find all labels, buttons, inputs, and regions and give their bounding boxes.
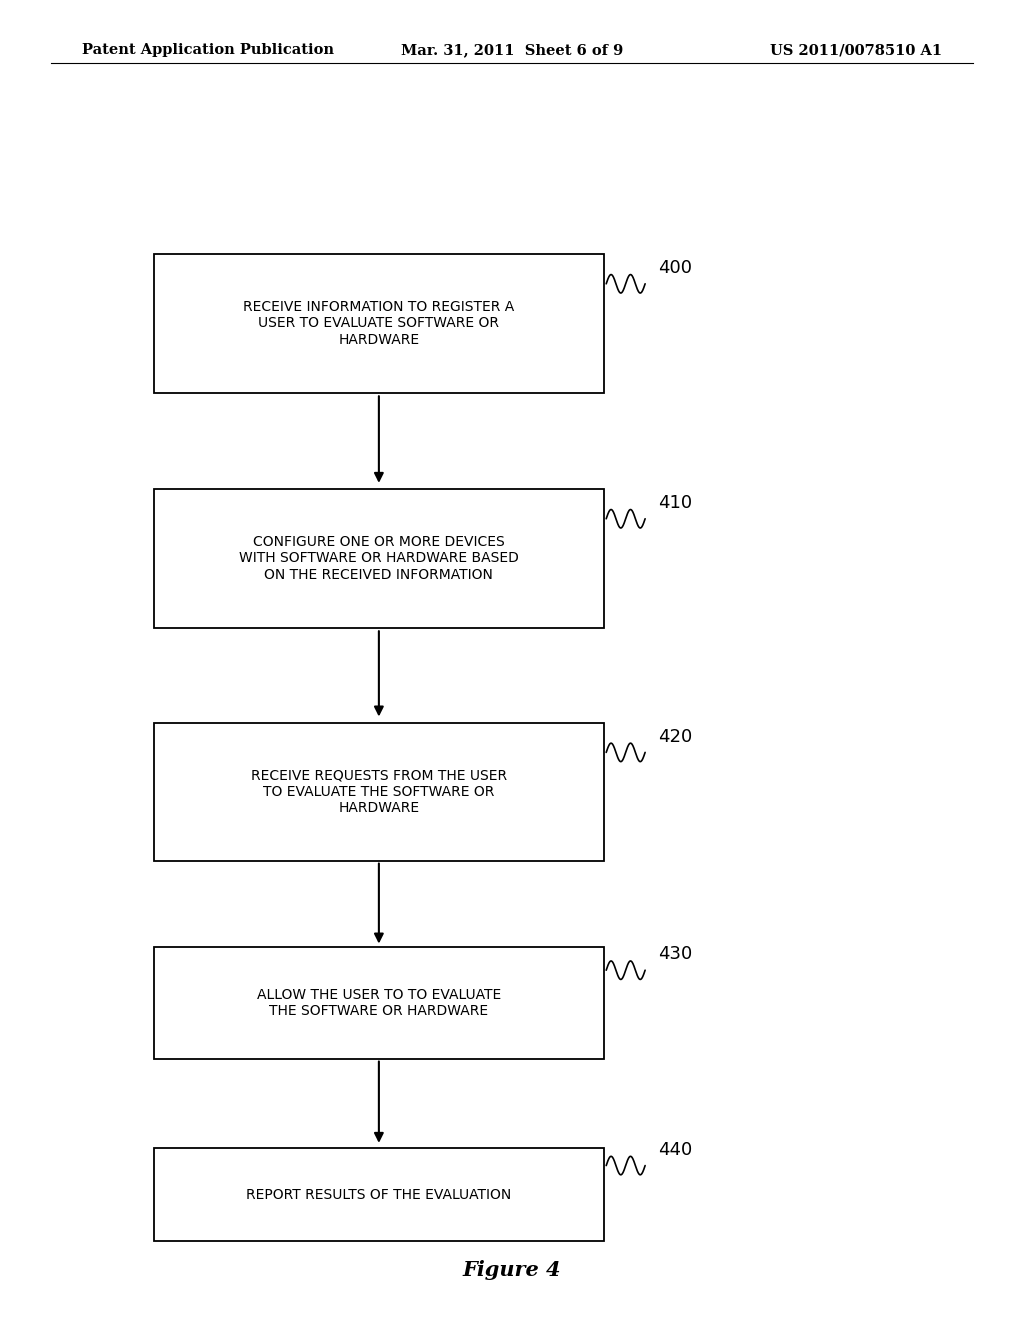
Text: 440: 440 [658, 1140, 692, 1159]
Text: Patent Application Publication: Patent Application Publication [82, 44, 334, 57]
Text: 420: 420 [658, 727, 692, 746]
Text: Mar. 31, 2011  Sheet 6 of 9: Mar. 31, 2011 Sheet 6 of 9 [400, 44, 624, 57]
Text: CONFIGURE ONE OR MORE DEVICES
WITH SOFTWARE OR HARDWARE BASED
ON THE RECEIVED IN: CONFIGURE ONE OR MORE DEVICES WITH SOFTW… [239, 535, 519, 582]
Text: 410: 410 [658, 494, 692, 512]
Text: Figure 4: Figure 4 [463, 1259, 561, 1280]
Bar [154, 723, 604, 861]
Text: 430: 430 [658, 945, 692, 964]
Bar [154, 490, 604, 628]
Bar [154, 1148, 604, 1241]
Text: 400: 400 [658, 259, 692, 277]
Text: RECEIVE REQUESTS FROM THE USER
TO EVALUATE THE SOFTWARE OR
HARDWARE: RECEIVE REQUESTS FROM THE USER TO EVALUA… [251, 768, 507, 816]
Bar [154, 253, 604, 393]
Bar [154, 948, 604, 1059]
Text: RECEIVE INFORMATION TO REGISTER A
USER TO EVALUATE SOFTWARE OR
HARDWARE: RECEIVE INFORMATION TO REGISTER A USER T… [244, 300, 514, 347]
Text: US 2011/0078510 A1: US 2011/0078510 A1 [770, 44, 942, 57]
Text: ALLOW THE USER TO TO EVALUATE
THE SOFTWARE OR HARDWARE: ALLOW THE USER TO TO EVALUATE THE SOFTWA… [257, 989, 501, 1018]
Text: REPORT RESULTS OF THE EVALUATION: REPORT RESULTS OF THE EVALUATION [246, 1188, 512, 1201]
